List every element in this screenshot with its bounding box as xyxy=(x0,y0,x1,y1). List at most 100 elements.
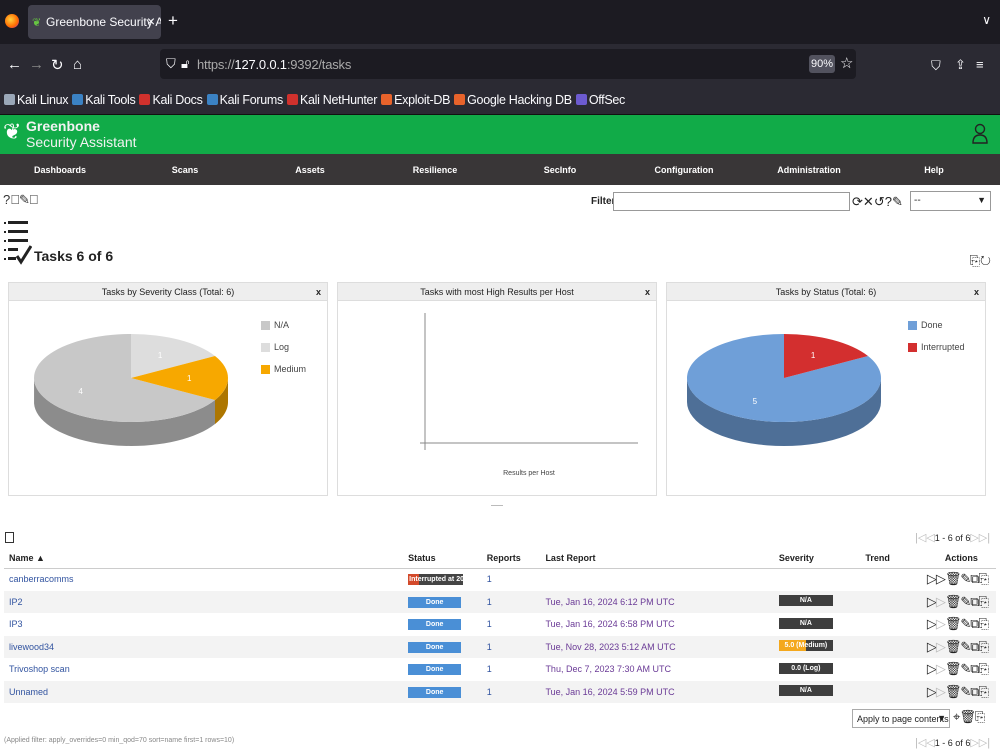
edit-icon[interactable]: ✎ xyxy=(960,661,971,677)
wizard-icon[interactable]: ✎ xyxy=(18,192,30,207)
clone-icon[interactable]: ⧉ xyxy=(970,638,979,654)
resume-icon[interactable]: ▷ xyxy=(935,683,946,699)
menu-resilience[interactable]: Resilience xyxy=(412,165,458,175)
extensions-icon[interactable]: ⇪ xyxy=(955,57,966,72)
new-task-icon[interactable]: ⎘ xyxy=(28,192,39,207)
gsa-brand[interactable]: Greenbone Security Assistant xyxy=(26,118,137,150)
filter-help-icon[interactable]: ? xyxy=(884,194,892,209)
pocket-icon[interactable]: ⛉ xyxy=(931,58,941,73)
bookmark-item[interactable]: Kali Linux xyxy=(0,93,69,107)
menu-configuration[interactable]: Configuration xyxy=(654,165,714,175)
forward-icon[interactable]: → xyxy=(29,56,44,73)
edit-icon[interactable]: ✎ xyxy=(960,638,971,654)
last-report-link[interactable]: Thu, Dec 7, 2023 7:30 AM UTC xyxy=(545,664,671,675)
task-name-link[interactable]: IP2 xyxy=(9,596,23,607)
edit-icon[interactable]: ✎ xyxy=(960,683,971,699)
reports-link[interactable]: 1 xyxy=(486,664,492,675)
prev-page-icon[interactable]: ◁ xyxy=(926,737,935,749)
menu-secinfo[interactable]: SecInfo xyxy=(543,165,577,175)
close-panel-icon[interactable]: x xyxy=(644,287,650,297)
apply-select[interactable]: Apply to page contents ▼ xyxy=(852,709,950,728)
resize-handle[interactable] xyxy=(491,505,503,506)
bookmark-item[interactable]: Kali Tools xyxy=(68,93,136,107)
help-icon[interactable]: ?⃝ xyxy=(3,192,20,207)
prev-page-icon[interactable]: ◁ xyxy=(926,532,935,544)
trashcan-icon[interactable]: 🗑︎ xyxy=(944,593,961,609)
new-tab-icon[interactable]: + xyxy=(168,11,178,30)
pie-slice[interactable] xyxy=(131,334,216,378)
new-icon[interactable] xyxy=(5,532,14,543)
menu-icon[interactable]: ≡ xyxy=(976,57,984,72)
edit-icon[interactable]: ✎ xyxy=(960,593,971,609)
next-page-icon[interactable]: ▷ xyxy=(970,532,979,544)
clone-icon[interactable]: ⧉ xyxy=(970,661,979,677)
edit-icon[interactable]: ✎ xyxy=(960,571,971,587)
bookmark-item[interactable]: Google Hacking DB xyxy=(450,93,572,107)
reset-filter-icon[interactable]: ↺ xyxy=(873,194,885,209)
pie-slice[interactable] xyxy=(784,334,869,378)
filter-input[interactable] xyxy=(613,192,850,211)
task-name-link[interactable]: livewood34 xyxy=(9,641,55,652)
col-trend[interactable]: Trend xyxy=(860,548,922,569)
col-status[interactable]: Status xyxy=(403,548,482,569)
close-panel-icon[interactable]: x xyxy=(315,287,321,297)
clone-icon[interactable]: ⧉ xyxy=(970,593,979,609)
task-name-link[interactable]: Unnamed xyxy=(9,686,49,697)
reload-icon[interactable]: ↻ xyxy=(51,57,64,74)
refresh-icon[interactable]: ↻ xyxy=(980,253,991,268)
menu-help[interactable]: Help xyxy=(924,165,944,175)
export-icon[interactable]: ⎘ xyxy=(978,616,989,632)
table-row[interactable]: Unnamed Done 1 Tue, Jan 16, 2024 5:59 PM UT… xyxy=(4,680,996,704)
greenbone-logo-icon[interactable]: ❦ xyxy=(3,119,22,144)
edit-icon[interactable]: ✎ xyxy=(960,616,971,632)
reports-link[interactable]: 1 xyxy=(486,619,492,630)
edit-filter-icon[interactable]: ✎ xyxy=(891,194,903,209)
bookmark-item[interactable]: OffSec xyxy=(572,93,625,107)
resume-icon[interactable]: ▷ xyxy=(935,661,946,677)
task-name-link[interactable]: Trivoshop scan xyxy=(9,664,70,675)
trashcan-icon[interactable]: 🗑︎ xyxy=(944,571,961,587)
reports-link[interactable]: 1 xyxy=(486,641,492,652)
clone-icon[interactable]: ⧉ xyxy=(970,616,979,632)
bookmark-item[interactable]: Exploit-DB xyxy=(377,93,450,107)
remove-filter-icon[interactable]: ✕ xyxy=(862,194,874,209)
export-icon[interactable]: ⎘ xyxy=(978,661,989,677)
bulk-export-icon[interactable]: ⎘ xyxy=(974,709,985,724)
table-row[interactable]: canberracomms Interrupted at 20 % 1 ▷▷🗑︎✎⧉⎘ xyxy=(4,568,996,591)
task-name-link[interactable]: canberracomms xyxy=(9,574,74,585)
col-name[interactable]: Name ▲ xyxy=(4,548,404,569)
url-bar[interactable]: ⛉ 🔓︎ https://127.0.0.1:9392/tasks 90% ☆ xyxy=(160,49,856,79)
start-icon[interactable]: ▷ xyxy=(926,571,937,587)
task-name-link[interactable]: IP3 xyxy=(9,619,23,630)
export-icon[interactable]: ⎘ xyxy=(978,683,989,699)
resume-icon[interactable]: ▷ xyxy=(935,571,946,587)
pie-slice[interactable] xyxy=(131,356,228,400)
update-filter-icon[interactable]: ⟳ xyxy=(852,194,863,209)
start-icon[interactable]: ▷ xyxy=(926,661,937,677)
col-last-report[interactable]: Last Report xyxy=(540,548,774,569)
bookmark-star-icon[interactable]: ☆ xyxy=(840,55,854,72)
back-icon[interactable]: ← xyxy=(7,56,22,73)
reports-link[interactable]: 1 xyxy=(486,574,492,585)
url-text[interactable]: https://127.0.0.1:9392/tasks xyxy=(197,57,352,72)
table-row[interactable]: IP3 Done 1 Tue, Jan 16, 2024 6:58 PM UTC N/A… xyxy=(4,613,996,636)
panel-high-results[interactable]: Tasks with most High Results per Host x R… xyxy=(337,282,657,496)
home-icon[interactable]: ⌂ xyxy=(73,56,83,73)
menu-scans[interactable]: Scans xyxy=(171,165,199,175)
last-report-link[interactable]: Tue, Nov 28, 2023 5:12 AM UTC xyxy=(545,641,676,652)
bulk-tag-icon[interactable]: ⌖ xyxy=(953,709,960,724)
pie-slice[interactable] xyxy=(34,334,216,422)
start-icon[interactable]: ▷ xyxy=(926,593,937,609)
last-report-link[interactable]: Tue, Jan 16, 2024 5:59 PM UTC xyxy=(545,686,675,697)
col-reports[interactable]: Reports xyxy=(481,548,541,569)
last-page-icon[interactable]: ▷| xyxy=(978,737,991,749)
clone-icon[interactable]: ⧉ xyxy=(970,571,979,587)
shield-icon[interactable]: ⛉ xyxy=(166,56,176,71)
export-icon[interactable]: ⎘ xyxy=(978,593,989,609)
reports-link[interactable]: 1 xyxy=(486,596,492,607)
bookmark-item[interactable]: Kali Docs xyxy=(135,93,203,107)
status-bar[interactable]: Done xyxy=(408,686,462,698)
user-icon[interactable] xyxy=(972,123,988,145)
